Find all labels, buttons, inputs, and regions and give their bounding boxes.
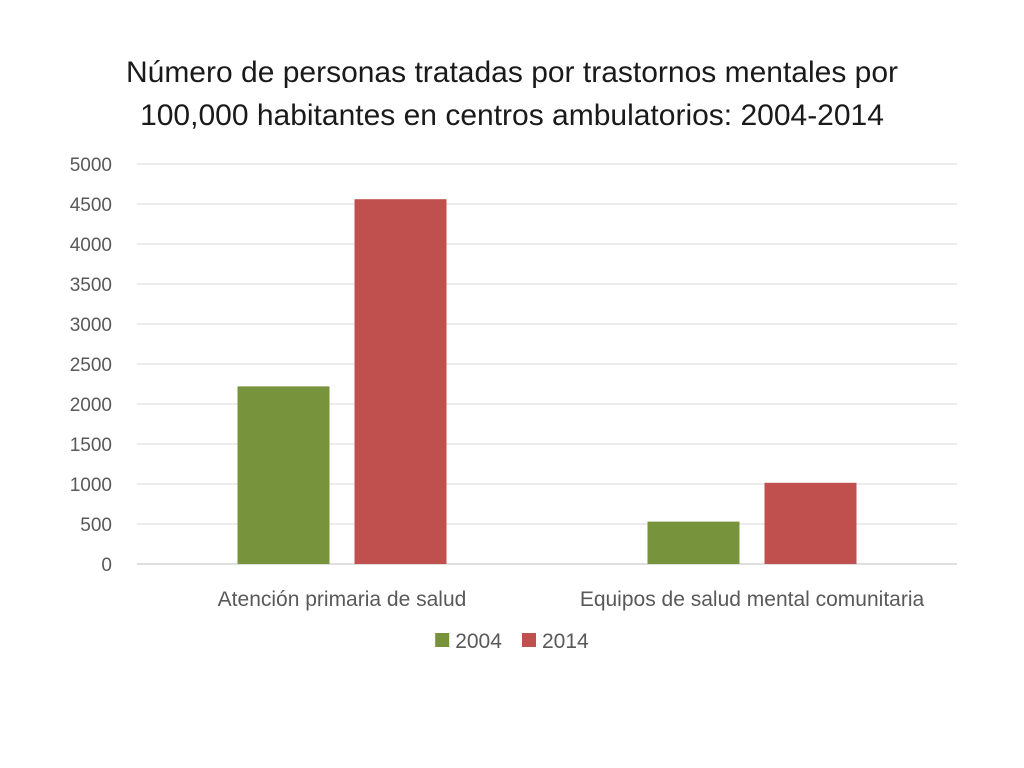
y-tick-label: 4500 (70, 195, 112, 216)
chart-title-line-2: 100,000 habitantes en centros ambulatori… (140, 99, 884, 132)
y-tick-label: 1000 (70, 475, 112, 496)
bar-2004-2 (647, 521, 740, 564)
y-tick-label: 4000 (70, 235, 112, 256)
y-tick-label: 5000 (70, 155, 112, 176)
legend-swatch-2014 (522, 633, 536, 647)
category-label: Equipos de salud mental comunitaria (580, 588, 925, 611)
y-tick-label: 2000 (70, 395, 112, 416)
bar-2014-2 (764, 482, 857, 564)
category-label: Atención primaria de salud (218, 588, 467, 611)
legend-label-2004: 2004 (455, 630, 502, 653)
bar-2004-1 (237, 386, 330, 564)
y-tick-label: 0 (101, 555, 112, 576)
legend-label-2014: 2014 (542, 630, 589, 653)
chart-title-line-1: Número de personas tratadas por trastorn… (125, 56, 899, 89)
legend-swatch-2004 (435, 633, 450, 647)
y-tick-label: 2500 (70, 355, 112, 376)
y-tick-label: 3500 (70, 275, 112, 296)
y-tick-label: 3000 (70, 315, 112, 336)
bar-2014-1 (354, 199, 447, 564)
y-tick-label: 500 (80, 515, 112, 536)
y-tick-label: 1500 (70, 435, 112, 456)
